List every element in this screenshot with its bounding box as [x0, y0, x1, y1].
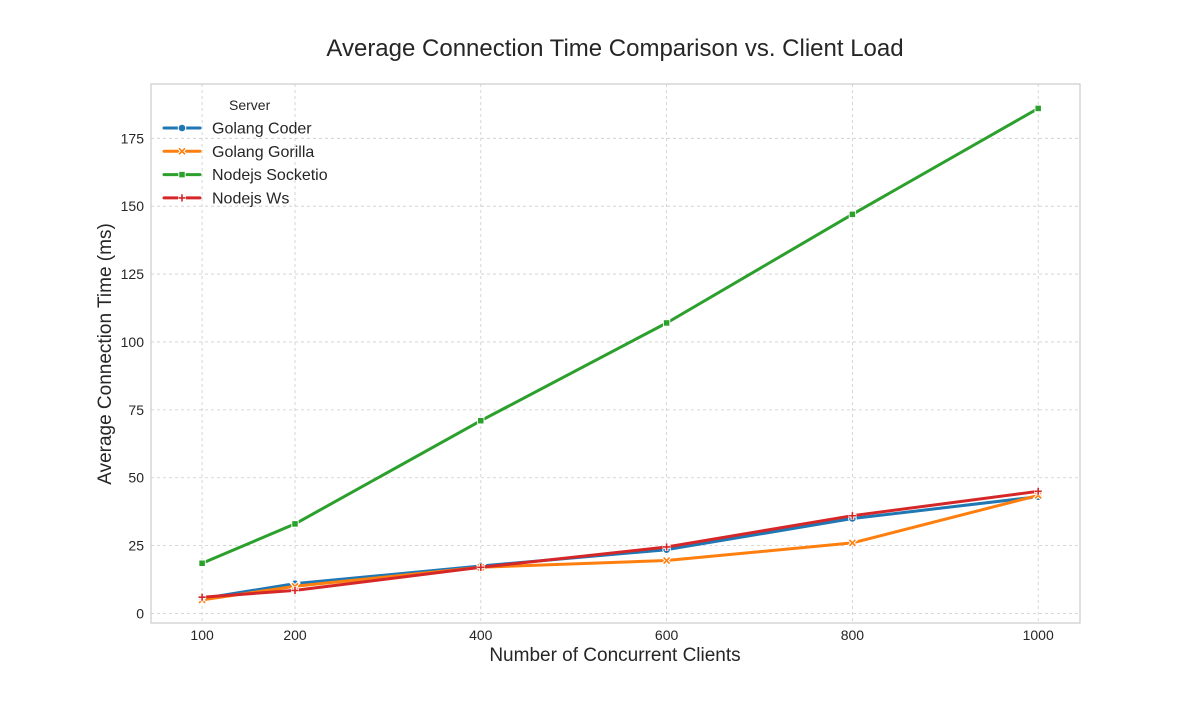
data-point-nodejs-socketio: [662, 319, 671, 327]
data-point-nodejs-socketio: [198, 559, 206, 567]
legend-item-nodejs-socketio: Nodejs Socketio: [162, 167, 328, 184]
legend-title: Server: [229, 97, 271, 113]
series-nodejs-ws: [198, 487, 1043, 602]
data-point-nodejs-ws: [848, 511, 857, 520]
x-tick-label: 600: [655, 627, 679, 643]
y-tick-label: 100: [121, 334, 145, 350]
data-point-nodejs-ws: [1034, 487, 1043, 496]
legend-label-golang-gorilla: Golang Gorilla: [212, 144, 314, 161]
data-point-golang-gorilla: [846, 537, 859, 549]
series-line-nodejs-socketio: [200, 106, 1040, 565]
legend-marker-golang-gorilla: [176, 145, 188, 158]
legend-marker-nodejs-socketio: [178, 170, 186, 179]
legend: Server Golang Coder Golang Gorilla Nodejs …: [162, 97, 328, 207]
data-point-golang-gorilla: [289, 580, 301, 593]
series-nodejs-socketio: [198, 104, 1042, 567]
legend-marker-golang-coder: [177, 123, 187, 133]
legend-item-nodejs-ws: Nodejs Ws: [162, 190, 289, 207]
x-tick-label: 100: [190, 627, 214, 643]
data-point-nodejs-socketio: [1034, 104, 1042, 113]
x-tick-label: 800: [841, 627, 865, 643]
series-line-nodejs-ws: [200, 489, 1040, 599]
chart-title: Average Connection Time Comparison vs. C…: [326, 35, 903, 62]
data-point-nodejs-socketio: [477, 417, 485, 425]
x-tick-label: 1000: [1023, 627, 1054, 643]
y-tick-label: 150: [121, 198, 145, 214]
y-tick-label: 175: [121, 130, 145, 146]
data-point-nodejs-socketio: [291, 520, 299, 528]
legend-label-nodejs-socketio: Nodejs Socketio: [212, 167, 328, 184]
y-tick-label: 125: [121, 266, 145, 282]
data-point-nodejs-ws: [476, 563, 485, 572]
data-point-nodejs-ws: [662, 542, 671, 551]
data-point-nodejs-ws: [198, 593, 207, 602]
data-point-golang-gorilla: [660, 554, 673, 567]
legend-item-golang-coder: Golang Coder: [162, 121, 312, 138]
x-tick-label: 400: [469, 627, 493, 643]
legend-marker-nodejs-ws: [178, 193, 186, 202]
legend-label-nodejs-ws: Nodejs Ws: [212, 190, 289, 207]
grid: [151, 84, 1080, 623]
y-tick-label: 0: [136, 605, 144, 621]
y-tick-label: 75: [128, 402, 144, 418]
data-point-nodejs-ws: [290, 586, 299, 595]
legend-label-golang-coder: Golang Coder: [212, 121, 312, 138]
data-point-golang-gorilla: [1032, 489, 1045, 502]
x-tick-label: 200: [283, 627, 307, 643]
y-tick-label: 50: [128, 470, 144, 486]
axis-ticks: 100 200 400 600 800 1000 0 25 50 75 100 125 150 175: [121, 130, 1054, 643]
data-point-nodejs-socketio: [848, 210, 857, 218]
y-axis-label: Average Connection Time (ms): [95, 223, 116, 485]
series-line-golang-gorilla: [200, 493, 1040, 602]
x-axis-label: Number of Concurrent Clients: [489, 645, 740, 666]
series: [196, 104, 1045, 606]
y-tick-label: 25: [128, 538, 144, 554]
legend-item-golang-gorilla: Golang Gorilla: [162, 144, 314, 161]
